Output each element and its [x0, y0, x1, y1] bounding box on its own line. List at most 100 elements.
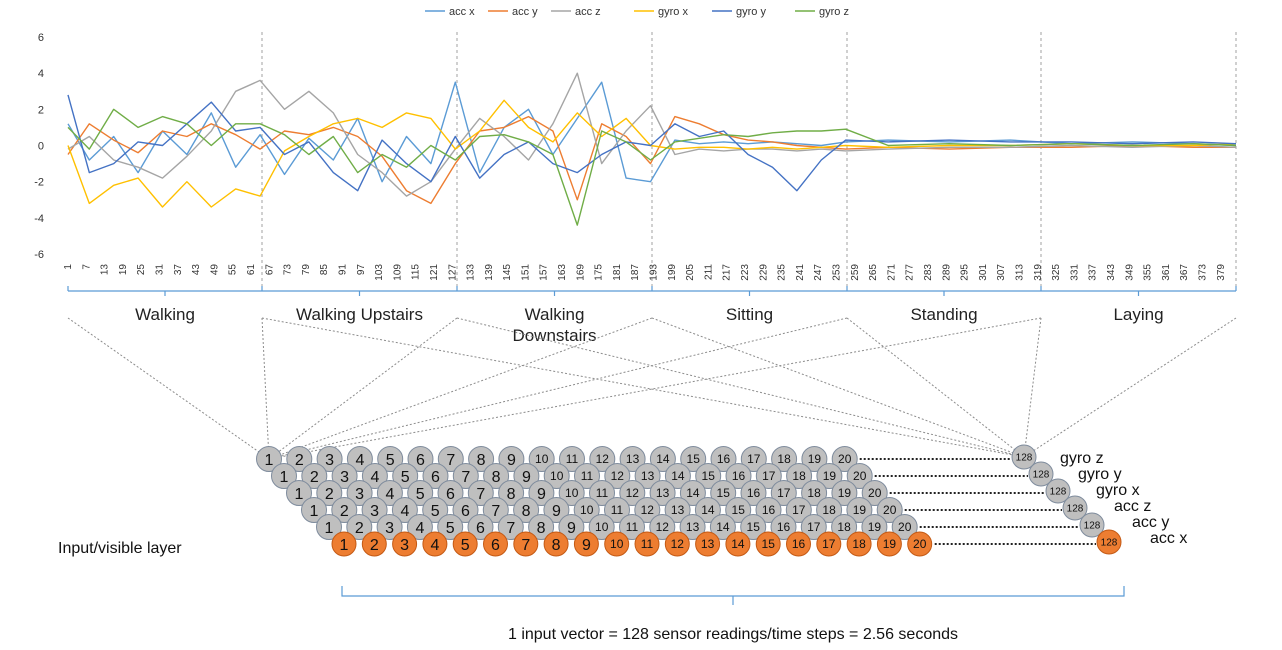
time-step-number: 6: [431, 469, 440, 486]
time-step-number: 10: [565, 486, 579, 500]
time-step-number: 1: [325, 520, 334, 537]
time-step-number: 10: [580, 503, 594, 517]
x-tick-label: 223: [740, 264, 751, 281]
time-step-circle: [376, 514, 403, 540]
x-tick-label: 31: [155, 264, 166, 276]
time-step-circle: [361, 497, 388, 523]
time-step-circle: [816, 531, 842, 557]
connector-line: [268, 317, 1042, 460]
time-step-number: 20: [883, 503, 897, 517]
time-step-number: 4: [400, 503, 409, 520]
connector-line: [67, 317, 270, 460]
time-step-circle: [316, 446, 343, 472]
x-tick-label: 73: [283, 264, 294, 276]
time-step-number: 16: [792, 537, 806, 551]
time-step-circle: [558, 480, 585, 506]
channel-row: 1 2 3 4 5 6 7 8 9 10 11 12 13 14 15 16 17 18 19 20 128 gyro x: [286, 478, 1140, 506]
channel-row: 1 2 3 4 5 6 7 8 9 10 11 12 13 14 15 16 17 18 19 20 128 acc y: [316, 512, 1169, 540]
time-step-circle: [771, 446, 798, 472]
time-step-circle: [513, 497, 540, 523]
time-step-circle: [361, 531, 387, 557]
time-step-circle: [483, 463, 510, 489]
time-step-number: 17: [807, 520, 821, 534]
time-step-circle: [528, 514, 555, 540]
x-tick-label: 49: [209, 264, 220, 276]
time-step-circle: [437, 514, 464, 540]
time-step-circle: [286, 446, 313, 472]
time-step-circle: [331, 531, 357, 557]
x-tick-label: 169: [575, 264, 586, 281]
connector-line: [268, 317, 848, 460]
x-tick-label: 277: [905, 264, 916, 281]
x-tick-label: 187: [630, 264, 641, 281]
time-step-number: 7: [461, 469, 470, 486]
last-step-number: 128: [1067, 504, 1084, 515]
time-step-circle: [710, 480, 737, 506]
time-step-circle: [361, 463, 388, 489]
x-tick-label: 241: [795, 264, 806, 281]
connector-line: [456, 317, 1025, 458]
time-step-number: 2: [340, 503, 349, 520]
time-step-circle: [786, 463, 813, 489]
time-step-number: 12: [626, 486, 640, 500]
last-step-circle: [1062, 495, 1088, 521]
time-step-number: 15: [717, 486, 731, 500]
time-step-circle: [422, 463, 449, 489]
time-step-circle: [770, 480, 797, 506]
x-tick-label: 91: [338, 264, 349, 276]
time-step-number: 20: [913, 537, 927, 551]
x-tick-label: 319: [1033, 264, 1044, 281]
time-step-circle: [907, 531, 933, 557]
channel-row: 1 2 3 4 5 6 7 8 9 10 11 12 13 14 15 16 17 18 19 20 128 acc z: [301, 495, 1151, 523]
y-tick-label: -2: [34, 177, 44, 189]
time-step-number: 3: [385, 520, 394, 537]
time-step-number: 12: [611, 469, 625, 483]
time-step-circle: [725, 531, 751, 557]
time-step-number: 10: [610, 537, 624, 551]
activity-label: Walking: [135, 305, 195, 324]
time-step-number: 2: [370, 537, 379, 554]
x-tick-label: 7: [81, 264, 92, 270]
time-step-number: 7: [521, 537, 530, 554]
time-step-number: 5: [431, 503, 440, 520]
time-step-circle: [422, 531, 448, 557]
x-tick-label: 13: [100, 264, 111, 276]
time-step-circle: [437, 480, 464, 506]
legend-entry: acc x: [449, 6, 475, 18]
x-tick-label: 103: [374, 264, 385, 281]
time-step-number: 6: [491, 537, 500, 554]
time-step-circle: [831, 446, 858, 472]
last-step-number: 128: [1016, 453, 1033, 464]
time-step-circle: [468, 446, 495, 472]
x-tick-label: 265: [868, 264, 879, 281]
last-step-circle: [1079, 512, 1105, 538]
time-step-circle: [528, 446, 555, 472]
time-step-number: 5: [446, 520, 455, 537]
time-step-number: 1: [265, 452, 274, 469]
time-step-circle: [680, 446, 707, 472]
time-step-circle: [695, 531, 721, 557]
channel-row: 1 2 3 4 5 6 7 8 9 10 11 12 13 14 15 16 17 18 19 20 128 gyro z: [256, 444, 1104, 472]
last-step-number: 128: [1084, 521, 1101, 532]
x-tick-label: 259: [850, 264, 861, 281]
x-tick-label: 283: [923, 264, 934, 281]
connector-lines: [67, 317, 1237, 460]
time-step-circle: [482, 497, 509, 523]
time-step-circle: [301, 497, 327, 523]
channel-row: 1 2 3 4 5 6 7 8 9 10 11 12 13 14 15 16 17 18 19 20 128 acc x: [331, 529, 1187, 557]
time-step-circle: [679, 480, 706, 506]
time-step-circle: [634, 531, 660, 557]
x-tick-label: 367: [1179, 264, 1190, 281]
legend-entry: gyro x: [658, 6, 688, 18]
time-step-circle: [619, 446, 646, 472]
time-step-number: 19: [808, 452, 822, 466]
time-step-circle: [709, 514, 736, 540]
time-step-number: 17: [777, 486, 791, 500]
x-tick-label: 217: [722, 264, 733, 281]
time-step-number: 4: [415, 520, 424, 537]
time-step-circle: [846, 463, 873, 489]
x-tick-label: 313: [1015, 264, 1026, 281]
time-step-circle: [573, 531, 599, 557]
time-step-number: 15: [747, 520, 761, 534]
x-tick-label: 139: [484, 264, 495, 281]
